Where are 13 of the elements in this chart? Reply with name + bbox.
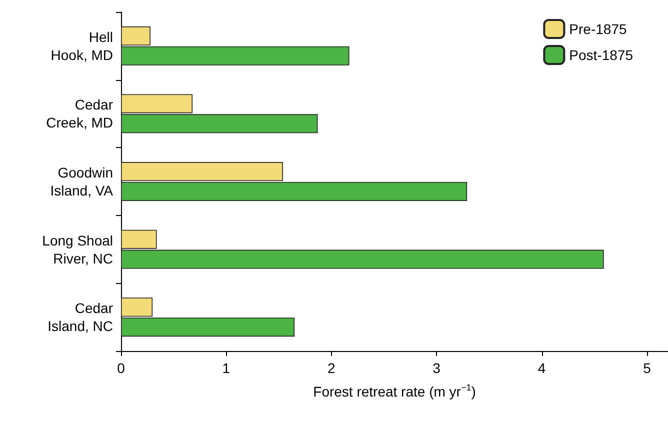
y-tick-label: Long Shoal River, NC [42,232,113,266]
y-tick-label: Goodwin Island, VA [50,164,114,198]
x-tick-label: 4 [538,360,546,376]
y-tick-label: Cedar Creek, MD [46,96,114,131]
x-tick-label: 0 [117,360,126,376]
y-tick-label: Cedar Island, NC [48,300,114,334]
x-tick-label: 1 [222,360,230,376]
legend-label: Post-1875 [569,47,634,63]
x-tick-label: 5 [643,360,652,376]
legend-label: Pre-1875 [569,21,627,37]
x-tick-label: 3 [432,360,441,376]
x-tick-label: 2 [327,360,336,376]
y-tick-label: Hell Hook, MD [50,28,113,63]
